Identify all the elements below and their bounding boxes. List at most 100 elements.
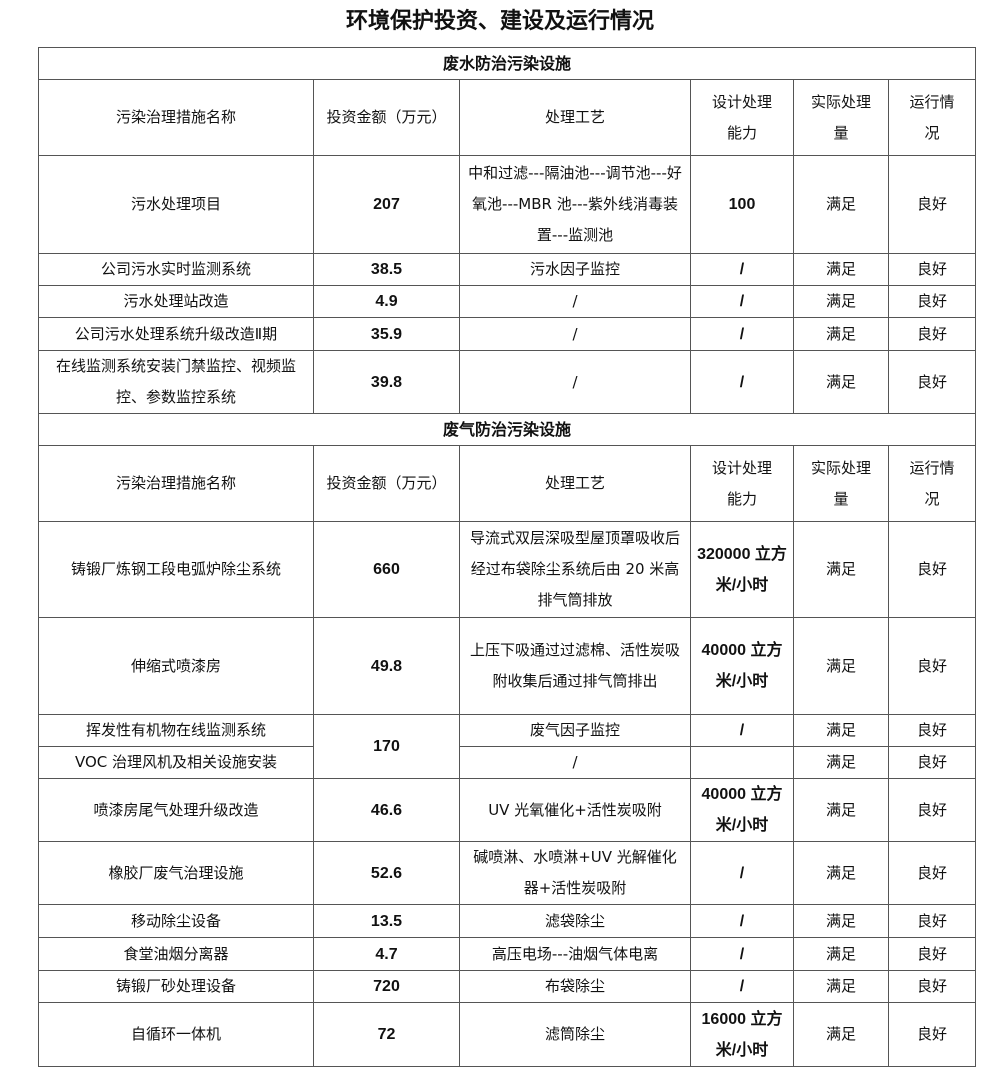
column-header-row: 污染治理措施名称 投资金额（万元） 处理工艺 设计处理 能力 实际处理 量运行情 况 [38,445,977,522]
process-cell: 滤筒除尘 [459,1002,691,1067]
table-row: 移动除尘设备 13.5 滤袋除尘 / 满足 良好 [38,904,977,938]
column-header: 处理工艺 [459,445,691,522]
column-header: 实际处理 量 [793,445,889,522]
section-heading-row: 废水防治污染设施 [37,47,977,80]
investment-amount-cell: 660 [313,521,460,618]
environmental-investment-table: 废水防治污染设施 污染治理措施名称 投资金额（万元） 处理工艺 设计处理 能力 实际处理 … [37,47,977,1067]
investment-amount-cell: 207 [313,155,460,254]
design-capacity-cell: / [690,253,794,286]
operation-status-cell: 良好 [887,350,977,414]
process-cell: 高压电场---油烟气体电离 [459,937,691,971]
measure-name-cell: 铸锻厂炼钢工段电弧炉除尘系统 [38,521,314,618]
actual-capacity-cell: 满足 [793,253,889,286]
process-cell: 上压下吸通过过滤棉、活性炭吸附收集后通过排气筒排出 [459,617,691,715]
operation-status-cell: 良好 [887,841,977,905]
design-capacity-cell: / [690,937,794,971]
document-title: 环境保护投资、建设及运行情况 [345,9,654,34]
table-row: 喷漆房尾气处理升级改造 46.6 UV 光氧催化+活性炭吸附 40000 立方米/小时… [38,778,977,842]
design-capacity-cell: / [690,970,794,1003]
operation-status-cell: 良好 [887,746,977,779]
process-cell: / [459,285,691,318]
operation-status-cell: 良好 [887,617,977,715]
table-row: 铸锻厂砂处理设备 720 布袋除尘 / 满足 良好 [38,970,977,1003]
process-cell: 废气因子监控 [459,714,691,747]
measure-name-cell: 污水处理站改造 [38,285,314,318]
measure-name-cell: 喷漆房尾气处理升级改造 [38,778,314,842]
investment-amount-cell: 39.8 [313,350,460,414]
measure-name-cell: 公司污水处理系统升级改造Ⅱ期 [38,317,314,351]
measure-name-cell: 自循环一体机 [38,1002,314,1067]
table-row: 自循环一体机 72 滤筒除尘 16000 立方米/小时 满足 良好 [38,1002,977,1067]
operation-status-cell: 良好 [887,285,977,318]
operation-status-cell: 良好 [887,253,977,286]
design-capacity-cell: / [690,904,794,938]
process-cell: / [459,746,691,779]
operation-status-cell: 良好 [887,521,977,618]
actual-capacity-cell: 满足 [793,350,889,414]
measure-name-cell: 铸锻厂砂处理设备 [38,970,314,1003]
operation-status-cell: 良好 [887,904,977,938]
actual-capacity-cell: 满足 [793,904,889,938]
column-header: 设计处理 能力 [690,79,794,156]
actual-capacity-cell: 满足 [793,937,889,971]
table-row: 铸锻厂炼钢工段电弧炉除尘系统 660 导流式双层深吸型屋顶罩吸收后经过布袋除尘系统后… [38,521,977,618]
design-capacity-cell: 16000 立方米/小时 [690,1002,794,1067]
operation-status-cell: 良好 [887,714,977,747]
design-capacity-cell: / [690,285,794,318]
design-capacity-cell: 40000 立方米/小时 [690,617,794,715]
measure-name-cell: 橡胶厂废气治理设施 [38,841,314,905]
operation-status-cell: 良好 [887,317,977,351]
operation-status-cell: 良好 [887,970,977,1003]
actual-capacity-cell: 满足 [793,970,889,1003]
measure-name-cell: 移动除尘设备 [38,904,314,938]
column-header: 污染治理措施名称 [38,445,314,522]
investment-amount-cell: 49.8 [313,617,460,715]
table-row: 公司污水处理系统升级改造Ⅱ期 35.9// 满足 良好 [38,317,977,351]
column-header: 投资金额（万元） [313,445,460,522]
operation-status-cell: 良好 [887,937,977,971]
investment-amount-cell: 720 [313,970,460,1003]
actual-capacity-cell: 满足 [793,778,889,842]
process-cell: 布袋除尘 [459,970,691,1003]
measure-name-cell: VOC 治理风机及相关设施安装 [38,746,314,779]
operation-status-cell: 良好 [887,1002,977,1067]
actual-capacity-cell: 满足 [793,521,889,618]
process-cell: UV 光氧催化+活性炭吸附 [459,778,691,842]
section-heading: 废水防治污染设施 [37,47,977,80]
column-header: 运行情 况 [887,79,977,156]
column-header: 设计处理 能力 [690,445,794,522]
measure-name-cell: 公司污水实时监测系统 [38,253,314,286]
design-capacity-cell: / [690,714,794,747]
investment-amount-cell: 38.5 [313,253,460,286]
operation-status-cell: 良好 [887,155,977,254]
design-capacity-cell: / [690,841,794,905]
section-heading: 废气防治污染设施 [37,413,977,446]
process-cell: 滤袋除尘 [459,904,691,938]
actual-capacity-cell: 满足 [793,617,889,715]
process-cell: / [459,317,691,351]
operation-status-cell: 良好 [887,778,977,842]
design-capacity-cell: 320000 立方米/小时 [690,521,794,618]
investment-amount-cell: 52.6 [313,841,460,905]
measure-name-cell: 挥发性有机物在线监测系统 [38,714,314,747]
table-row: 在线监测系统安装门禁监控、视频监控、参数监控系统 39.8// 满足 良好 [38,350,977,414]
investment-amount-cell: 46.6 [313,778,460,842]
investment-amount-cell: 13.5 [313,904,460,938]
column-header: 实际处理 量 [793,79,889,156]
column-header: 运行情 况 [887,445,977,522]
process-cell: 中和过滤---隔油池---调节池---好氧池---MBR 池---紫外线消毒装置… [459,155,691,254]
actual-capacity-cell: 满足 [793,714,889,747]
table-row: 食堂油烟分离器 4.7 高压电场---油烟气体电离 / 满足 良好 [38,937,977,971]
investment-amount-cell: 4.9 [313,285,460,318]
process-cell: 导流式双层深吸型屋顶罩吸收后经过布袋除尘系统后由 20 米高排气筒排放 [459,521,691,618]
table-row: 污水处理站改造 4.9// 满足 良好 [38,285,977,318]
design-capacity-cell: / [690,350,794,414]
measure-name-cell: 伸缩式喷漆房 [38,617,314,715]
table-row: 橡胶厂废气治理设施 52.6 碱喷淋、水喷淋+UV 光解催化器+活性炭吸附 / 满足 良好 [38,841,977,905]
design-capacity-cell: / [690,317,794,351]
table-row: 公司污水实时监测系统 38.5 污水因子监控 / 满足 良好 [38,253,977,286]
design-capacity-cell: 100 [690,155,794,254]
investment-amount-cell: 4.7 [313,937,460,971]
section-heading-row: 废气防治污染设施 [37,413,977,446]
actual-capacity-cell: 满足 [793,841,889,905]
